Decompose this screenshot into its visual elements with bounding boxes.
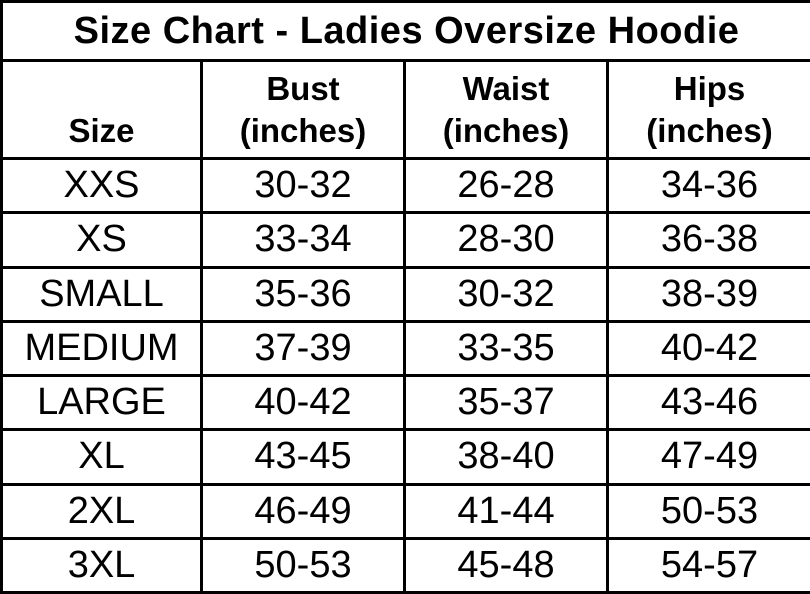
header-label-waist: Waist xyxy=(462,69,550,107)
cell-hips: 50-53 xyxy=(606,482,810,540)
cell-waist: 45-48 xyxy=(403,536,609,594)
cell-size: XXS xyxy=(0,156,203,215)
cell-waist: 26-28 xyxy=(403,156,609,215)
cell-waist: 41-44 xyxy=(403,482,609,540)
cell-bust: 35-36 xyxy=(200,265,406,323)
header-label-bust: Bust xyxy=(266,69,340,107)
table-row-2xl: 2XL 46-49 41-44 50-53 xyxy=(0,482,810,540)
cell-bust: 50-53 xyxy=(200,536,406,594)
cell-hips: 34-36 xyxy=(606,156,810,215)
header-label-size: Size xyxy=(68,111,135,149)
cell-size: 3XL xyxy=(0,536,203,594)
cell-waist: 38-40 xyxy=(403,428,609,486)
cell-bust: 46-49 xyxy=(200,482,406,540)
table-row-medium: MEDIUM 37-39 33-35 40-42 xyxy=(0,319,810,378)
table-row-xxs: XXS 30-32 26-28 34-36 xyxy=(0,156,810,215)
cell-hips: 36-38 xyxy=(606,211,810,269)
cell-waist: 35-37 xyxy=(403,373,609,432)
column-header-waist: Waist (inches) xyxy=(403,59,609,160)
cell-bust: 30-32 xyxy=(200,156,406,215)
header-label-hips: Hips xyxy=(673,69,746,107)
cell-size: SMALL xyxy=(0,265,203,323)
table-title: Size Chart - Ladies Oversize Hoodie xyxy=(0,0,810,62)
cell-size: LARGE xyxy=(0,373,203,432)
cell-hips: 43-46 xyxy=(606,373,810,432)
header-row: Size Bust (inches) Waist (inches) Hips (… xyxy=(0,59,810,160)
cell-bust: 37-39 xyxy=(200,319,406,378)
cell-hips: 38-39 xyxy=(606,265,810,323)
cell-bust: 40-42 xyxy=(200,373,406,432)
header-unit-waist: (inches) xyxy=(442,111,570,149)
cell-size: XL xyxy=(0,428,203,486)
header-unit-hips: (inches) xyxy=(646,111,773,149)
cell-waist: 33-35 xyxy=(403,319,609,378)
column-header-bust: Bust (inches) xyxy=(200,59,406,160)
title-row: Size Chart - Ladies Oversize Hoodie xyxy=(0,0,810,62)
cell-size: 2XL xyxy=(0,482,203,540)
table-row-xl: XL 43-45 38-40 47-49 xyxy=(0,428,810,486)
cell-hips: 54-57 xyxy=(606,536,810,594)
column-header-size: Size xyxy=(0,59,203,160)
header-unit-bust: (inches) xyxy=(239,111,367,149)
cell-size: MEDIUM xyxy=(0,319,203,378)
cell-waist: 28-30 xyxy=(403,211,609,269)
table-body: XXS 30-32 26-28 34-36 XS 33-34 28-30 36-… xyxy=(0,156,810,594)
cell-size: XS xyxy=(0,211,203,269)
table-row-large: LARGE 40-42 35-37 43-46 xyxy=(0,373,810,432)
cell-waist: 30-32 xyxy=(403,265,609,323)
table-head: Size Chart - Ladies Oversize Hoodie Size… xyxy=(0,0,810,160)
cell-hips: 40-42 xyxy=(606,319,810,378)
column-header-hips: Hips (inches) xyxy=(606,59,810,160)
cell-hips: 47-49 xyxy=(606,428,810,486)
table-row-xs: XS 33-34 28-30 36-38 xyxy=(0,211,810,269)
cell-bust: 33-34 xyxy=(200,211,406,269)
table-row-3xl: 3XL 50-53 45-48 54-57 xyxy=(0,536,810,594)
cell-bust: 43-45 xyxy=(200,428,406,486)
table-row-small: SMALL 35-36 30-32 38-39 xyxy=(0,265,810,323)
